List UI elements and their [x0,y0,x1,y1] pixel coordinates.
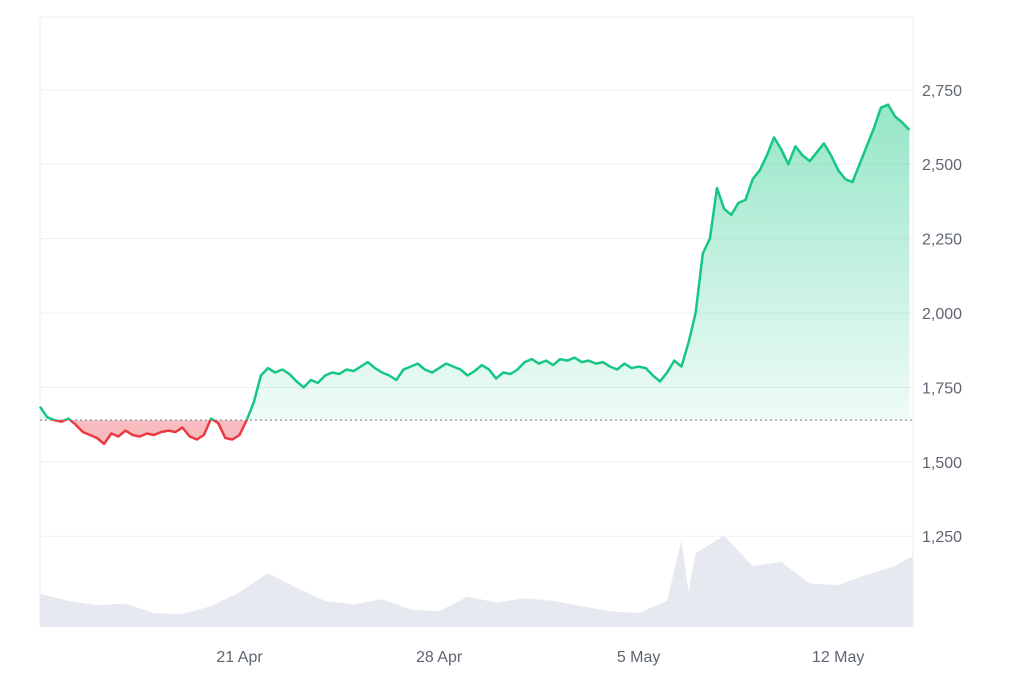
price-area-up [40,104,910,421]
x-tick-label: 28 Apr [416,649,463,666]
y-tick-label: 2,000 [922,306,962,323]
volume-area [40,535,913,627]
y-tick-label: 2,750 [922,83,962,100]
y-tick-label: 1,500 [922,455,962,472]
x-tick-label: 21 Apr [216,649,263,666]
x-tick-label: 5 May [617,649,661,666]
y-tick-label: 2,500 [922,157,962,174]
price-line-up [38,103,911,421]
y-tick-label: 2,250 [922,232,962,249]
y-tick-label: 1,250 [922,529,962,546]
y-tick-label: 1,750 [922,380,962,397]
x-tick-label: 12 May [812,649,864,666]
price-line-down [51,420,249,446]
